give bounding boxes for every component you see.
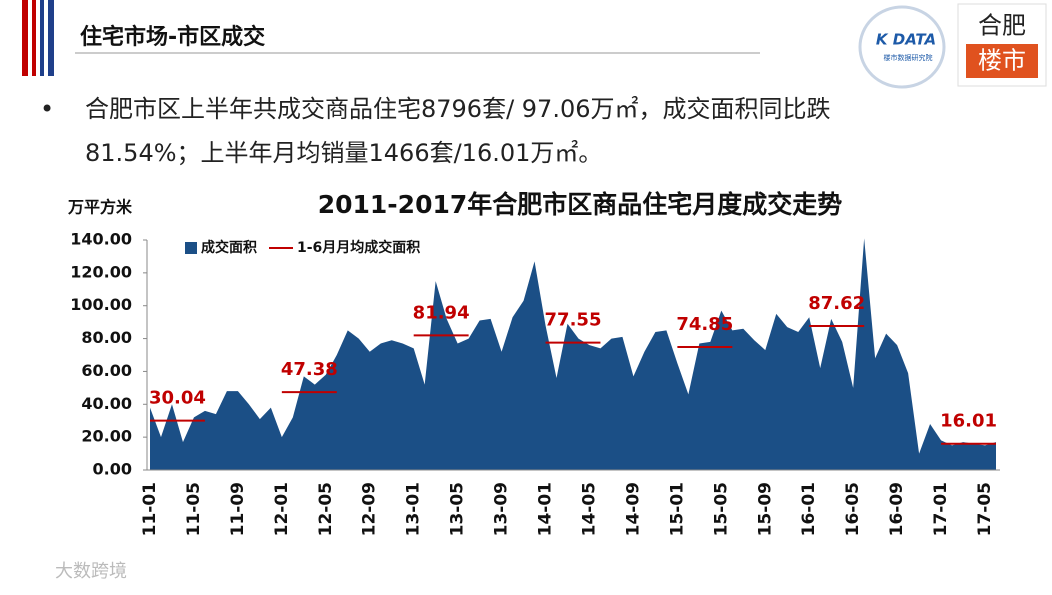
accent-red xyxy=(32,0,36,76)
bullet-dot: • xyxy=(40,95,54,123)
y-tick-label: 100.00 xyxy=(70,295,132,314)
x-tick-label: 13-05 xyxy=(448,482,468,536)
legend-label: 1-6月月均成交面积 xyxy=(297,239,420,256)
x-tick-label: 16-05 xyxy=(843,482,863,536)
data-label: 77.55 xyxy=(545,310,602,331)
y-tick-label: 80.00 xyxy=(81,328,132,347)
bullet-text: 合肥市区上半年共成交商品住宅8796套/ 97.06万㎡，成交面积同比跌 xyxy=(85,95,831,123)
x-tick-label: 11-09 xyxy=(228,482,248,536)
logo-text: 合肥 xyxy=(978,12,1026,40)
logo-kdata xyxy=(858,5,946,89)
y-tick-label: 40.00 xyxy=(81,394,132,413)
x-tick-label: 13-09 xyxy=(492,482,512,536)
x-tick-label: 16-09 xyxy=(887,482,907,536)
logo-text: K DATA xyxy=(876,31,936,49)
x-tick-label: 15-01 xyxy=(667,482,687,536)
data-label: 47.38 xyxy=(281,359,338,380)
x-tick-label: 12-05 xyxy=(316,482,336,536)
x-tick-label: 13-01 xyxy=(404,482,424,536)
accent-blue xyxy=(40,0,44,76)
chart-title: 2011-2017年合肥市区商品住宅月度成交走势 xyxy=(318,190,843,219)
logo-text: 楼市数据研究院 xyxy=(884,53,933,62)
y-tick-label: 120.00 xyxy=(70,262,132,281)
data-label: 74.85 xyxy=(676,314,733,335)
x-tick-label: 14-01 xyxy=(536,482,556,536)
logo-text: 楼市 xyxy=(978,47,1026,75)
y-tick-label: 60.00 xyxy=(81,361,132,380)
y-tick-label: 20.00 xyxy=(81,427,132,446)
y-tick-label: 0.00 xyxy=(93,460,132,479)
accent-blue xyxy=(48,0,54,76)
data-label: 81.94 xyxy=(413,302,470,323)
x-tick-label: 17-01 xyxy=(931,482,951,536)
legend-swatch xyxy=(185,242,197,254)
x-tick-label: 16-01 xyxy=(799,482,819,536)
data-label: 87.62 xyxy=(808,293,865,314)
accent-red xyxy=(22,0,28,76)
logo-band xyxy=(966,44,1038,78)
data-label: 16.01 xyxy=(940,411,997,432)
y-tick-label: 140.00 xyxy=(70,230,132,249)
x-tick-label: 15-05 xyxy=(711,482,731,536)
x-tick-label: 12-01 xyxy=(272,482,292,536)
x-tick-label: 11-05 xyxy=(184,482,204,536)
bullet-text: 81.54%；上半年月均销量1466套/16.01万㎡。 xyxy=(85,139,602,167)
watermark: 大数跨境 xyxy=(55,561,127,582)
y-axis-title: 万平方米 xyxy=(67,198,133,217)
data-label: 30.04 xyxy=(149,388,206,409)
x-tick-label: 14-09 xyxy=(623,482,643,536)
x-tick-label: 15-09 xyxy=(755,482,775,536)
legend-label: 成交面积 xyxy=(201,239,257,256)
x-tick-label: 12-09 xyxy=(360,482,380,536)
header-title: 住宅市场-市区成交 xyxy=(80,24,265,50)
x-tick-label: 11-01 xyxy=(140,482,160,536)
x-tick-label: 17-05 xyxy=(975,482,995,536)
area xyxy=(150,238,996,470)
x-tick-label: 14-05 xyxy=(579,482,599,536)
